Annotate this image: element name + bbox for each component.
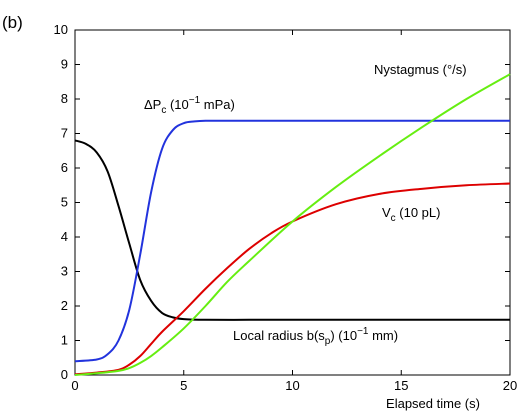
- y-tick-label: 5: [61, 195, 68, 210]
- y-tick-label: 7: [61, 126, 68, 141]
- annotation-radius-sub: p: [325, 336, 331, 347]
- axis-ticks: 0 5 10 15 20 0 1 2 3 4 5 6 7 8 9 10: [54, 22, 518, 393]
- y-tick-label: 0: [61, 367, 68, 382]
- y-tick-label: 8: [61, 91, 68, 106]
- series-line-0: [74, 139, 510, 321]
- panel-label: (b): [2, 13, 23, 32]
- x-tick-label: 0: [71, 378, 78, 393]
- annotation-radius-unit: mm): [368, 328, 398, 343]
- y-tick-label: 1: [61, 333, 68, 348]
- y-tick-label: 4: [61, 229, 68, 244]
- annotation-vc-sub: c: [391, 213, 396, 224]
- y-tick-label: 10: [54, 22, 68, 37]
- series-line-1: [74, 119, 510, 363]
- x-tick-label: 5: [180, 378, 187, 393]
- x-tick-label: 10: [285, 378, 299, 393]
- annotation-radius: Local radius b(sp) (10−1 mm): [233, 326, 398, 347]
- series-lines: [74, 73, 511, 376]
- annotation-dpc-main: ΔP: [144, 97, 161, 112]
- annotation-dpc-tail: (10: [166, 97, 188, 112]
- annotation-vc-tail: (10 pL): [396, 205, 441, 220]
- y-tick-label: 3: [61, 264, 68, 279]
- annotation-radius-main: Local radius b(s: [233, 328, 325, 343]
- y-tick-label: 2: [61, 298, 68, 313]
- annotation-vc-main: V: [382, 205, 391, 220]
- y-tick-label: 9: [61, 57, 68, 72]
- annotation-nystagmus: Nystagmus (°/s): [374, 62, 467, 77]
- annotation-dpc-sup: −1: [189, 95, 201, 106]
- y-tick-label: 6: [61, 160, 68, 175]
- series-line-2: [74, 182, 511, 376]
- annotation-dpc-unit: mPa): [200, 97, 235, 112]
- annotation-dpc-sub: c: [161, 105, 166, 116]
- series-line-3: [74, 73, 511, 376]
- annotation-radius-sup: −1: [357, 326, 369, 337]
- x-axis-label: Elapsed time (s): [386, 396, 480, 411]
- plot-area: [74, 29, 511, 376]
- annotation-radius-tail: ) (10: [330, 328, 357, 343]
- annotation-dpc: ΔPc (10−1 mPa): [144, 95, 235, 116]
- x-tick-label: 20: [503, 378, 517, 393]
- annotation-vc: Vc (10 pL): [382, 205, 440, 224]
- x-tick-label: 15: [394, 378, 408, 393]
